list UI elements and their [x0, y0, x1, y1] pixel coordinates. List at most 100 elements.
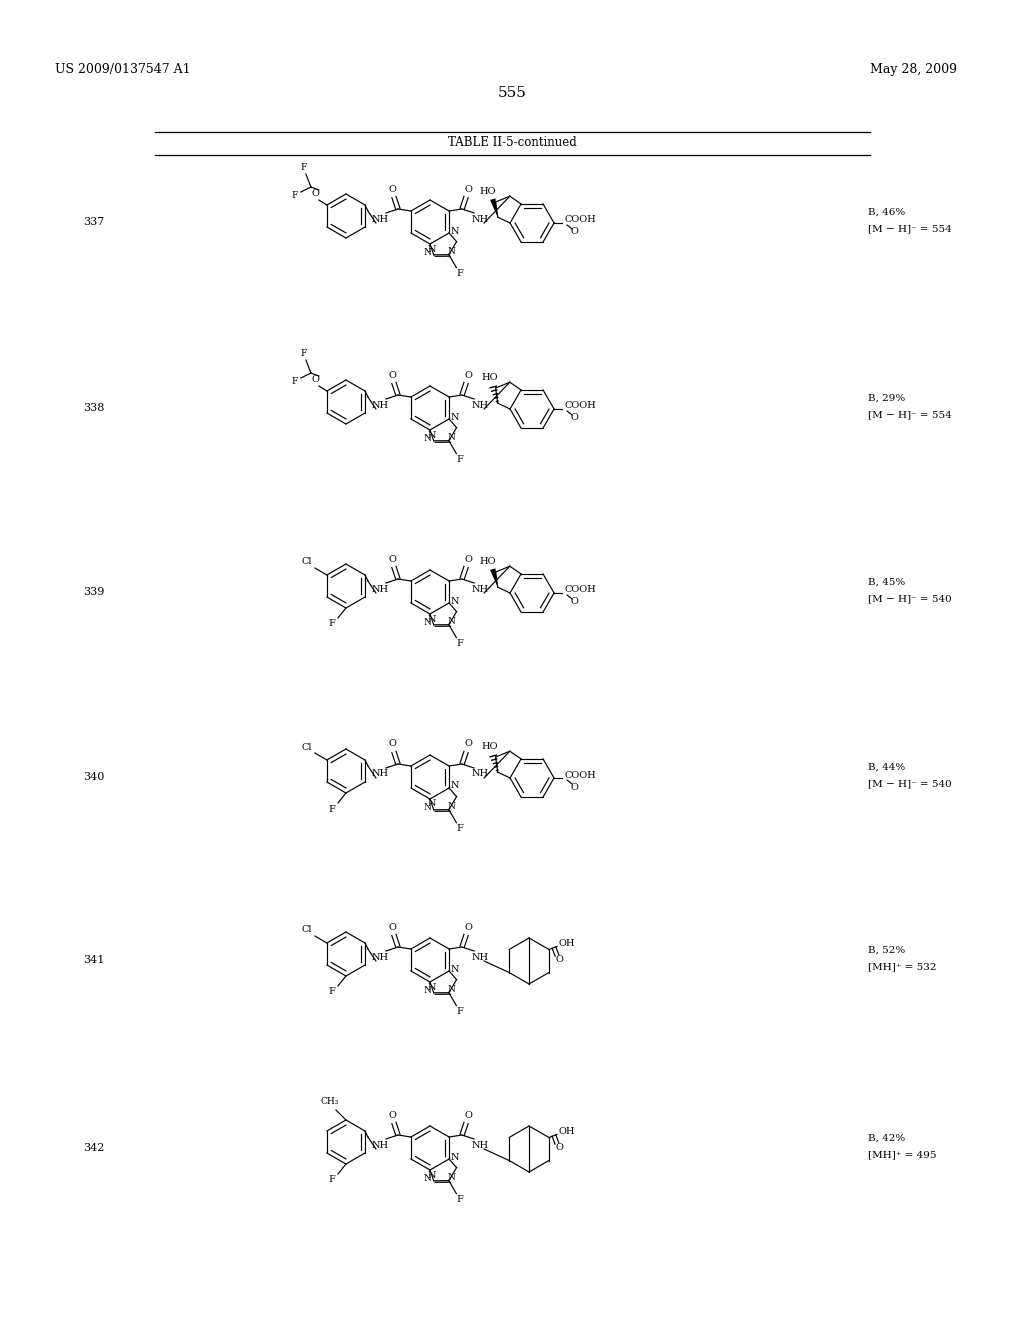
Text: N: N	[451, 1152, 460, 1162]
Text: F: F	[329, 987, 336, 997]
Text: O: O	[464, 371, 472, 380]
Text: 340: 340	[83, 772, 104, 781]
Text: N: N	[451, 965, 460, 974]
Text: N: N	[451, 412, 460, 421]
Text: US 2009/0137547 A1: US 2009/0137547 A1	[55, 63, 190, 77]
Text: F: F	[301, 350, 307, 359]
Text: F: F	[301, 164, 307, 173]
Text: N: N	[428, 430, 436, 440]
Text: B, 45%: B, 45%	[868, 578, 905, 586]
Text: COOH: COOH	[564, 771, 596, 780]
Text: [M − H]⁻ = 540: [M − H]⁻ = 540	[868, 780, 951, 788]
Text: NH: NH	[372, 400, 388, 409]
Text: 341: 341	[83, 954, 104, 965]
Text: O: O	[388, 739, 396, 748]
Text: [MH]⁺ = 495: [MH]⁺ = 495	[868, 1151, 937, 1159]
Text: TABLE II-5-continued: TABLE II-5-continued	[447, 136, 577, 149]
Text: OH: OH	[559, 939, 575, 948]
Text: N: N	[428, 982, 436, 991]
Text: B, 44%: B, 44%	[868, 763, 905, 771]
Text: COOH: COOH	[564, 586, 596, 594]
Text: O: O	[570, 413, 578, 422]
Text: O: O	[570, 227, 578, 236]
Text: F: F	[329, 804, 336, 813]
Text: [M − H]⁻ = 554: [M − H]⁻ = 554	[868, 224, 951, 234]
Text: O: O	[464, 554, 472, 564]
Text: Cl: Cl	[302, 557, 312, 566]
Polygon shape	[490, 198, 498, 218]
Text: F: F	[329, 1176, 336, 1184]
Text: 338: 338	[83, 403, 104, 413]
Text: NH: NH	[471, 1140, 488, 1150]
Text: HO: HO	[479, 557, 496, 566]
Text: 339: 339	[83, 587, 104, 597]
Text: N: N	[424, 1175, 432, 1183]
Text: N: N	[428, 800, 436, 808]
Text: O: O	[464, 739, 472, 748]
Text: 337: 337	[83, 216, 104, 227]
Text: O: O	[388, 185, 396, 194]
Text: NH: NH	[471, 770, 488, 779]
Text: F: F	[457, 1007, 463, 1016]
Text: N: N	[451, 597, 460, 606]
Text: B, 29%: B, 29%	[868, 393, 905, 403]
Text: HO: HO	[481, 742, 498, 751]
Text: O: O	[388, 371, 396, 380]
Text: [M − H]⁻ = 540: [M − H]⁻ = 540	[868, 594, 951, 603]
Text: N: N	[428, 615, 436, 623]
Text: N: N	[428, 244, 436, 253]
Text: B, 52%: B, 52%	[868, 945, 905, 954]
Text: O: O	[312, 375, 319, 384]
Text: O: O	[388, 554, 396, 564]
Text: CH₃: CH₃	[321, 1097, 339, 1106]
Text: N: N	[451, 227, 460, 235]
Text: O: O	[570, 598, 578, 606]
Text: N: N	[447, 433, 456, 442]
Text: 342: 342	[83, 1143, 104, 1152]
Text: COOH: COOH	[564, 401, 596, 411]
Text: N: N	[424, 618, 432, 627]
Text: F: F	[329, 619, 336, 628]
Text: O: O	[570, 783, 578, 792]
Text: F: F	[457, 824, 463, 833]
Text: NH: NH	[471, 400, 488, 409]
Text: F: F	[292, 190, 298, 199]
Text: N: N	[447, 985, 456, 994]
Text: F: F	[292, 376, 298, 385]
Text: O: O	[464, 185, 472, 194]
Text: COOH: COOH	[564, 215, 596, 224]
Text: Cl: Cl	[302, 925, 312, 935]
Text: 555: 555	[498, 86, 526, 100]
Text: May 28, 2009: May 28, 2009	[870, 63, 957, 77]
Text: N: N	[424, 434, 432, 444]
Text: NH: NH	[471, 953, 488, 961]
Text: O: O	[464, 1110, 472, 1119]
Text: HO: HO	[479, 186, 496, 195]
Text: Cl: Cl	[302, 742, 312, 751]
Text: OH: OH	[559, 1127, 575, 1137]
Text: O: O	[555, 954, 563, 964]
Text: NH: NH	[471, 214, 488, 223]
Text: N: N	[428, 1171, 436, 1180]
Text: N: N	[447, 247, 456, 256]
Text: NH: NH	[372, 953, 388, 961]
Text: B, 46%: B, 46%	[868, 207, 905, 216]
Text: B, 42%: B, 42%	[868, 1134, 905, 1143]
Text: F: F	[457, 639, 463, 648]
Text: F: F	[457, 455, 463, 465]
Text: NH: NH	[372, 1140, 388, 1150]
Text: NH: NH	[372, 585, 388, 594]
Text: O: O	[464, 923, 472, 932]
Text: O: O	[388, 1110, 396, 1119]
Text: N: N	[447, 803, 456, 812]
Text: O: O	[555, 1143, 563, 1152]
Text: [MH]⁺ = 532: [MH]⁺ = 532	[868, 962, 937, 972]
Text: NH: NH	[372, 770, 388, 779]
Text: NH: NH	[372, 214, 388, 223]
Text: F: F	[457, 1195, 463, 1204]
Text: N: N	[447, 1173, 456, 1183]
Text: N: N	[424, 248, 432, 257]
Text: [M − H]⁻ = 554: [M − H]⁻ = 554	[868, 411, 951, 420]
Text: O: O	[312, 189, 319, 198]
Text: F: F	[457, 269, 463, 279]
